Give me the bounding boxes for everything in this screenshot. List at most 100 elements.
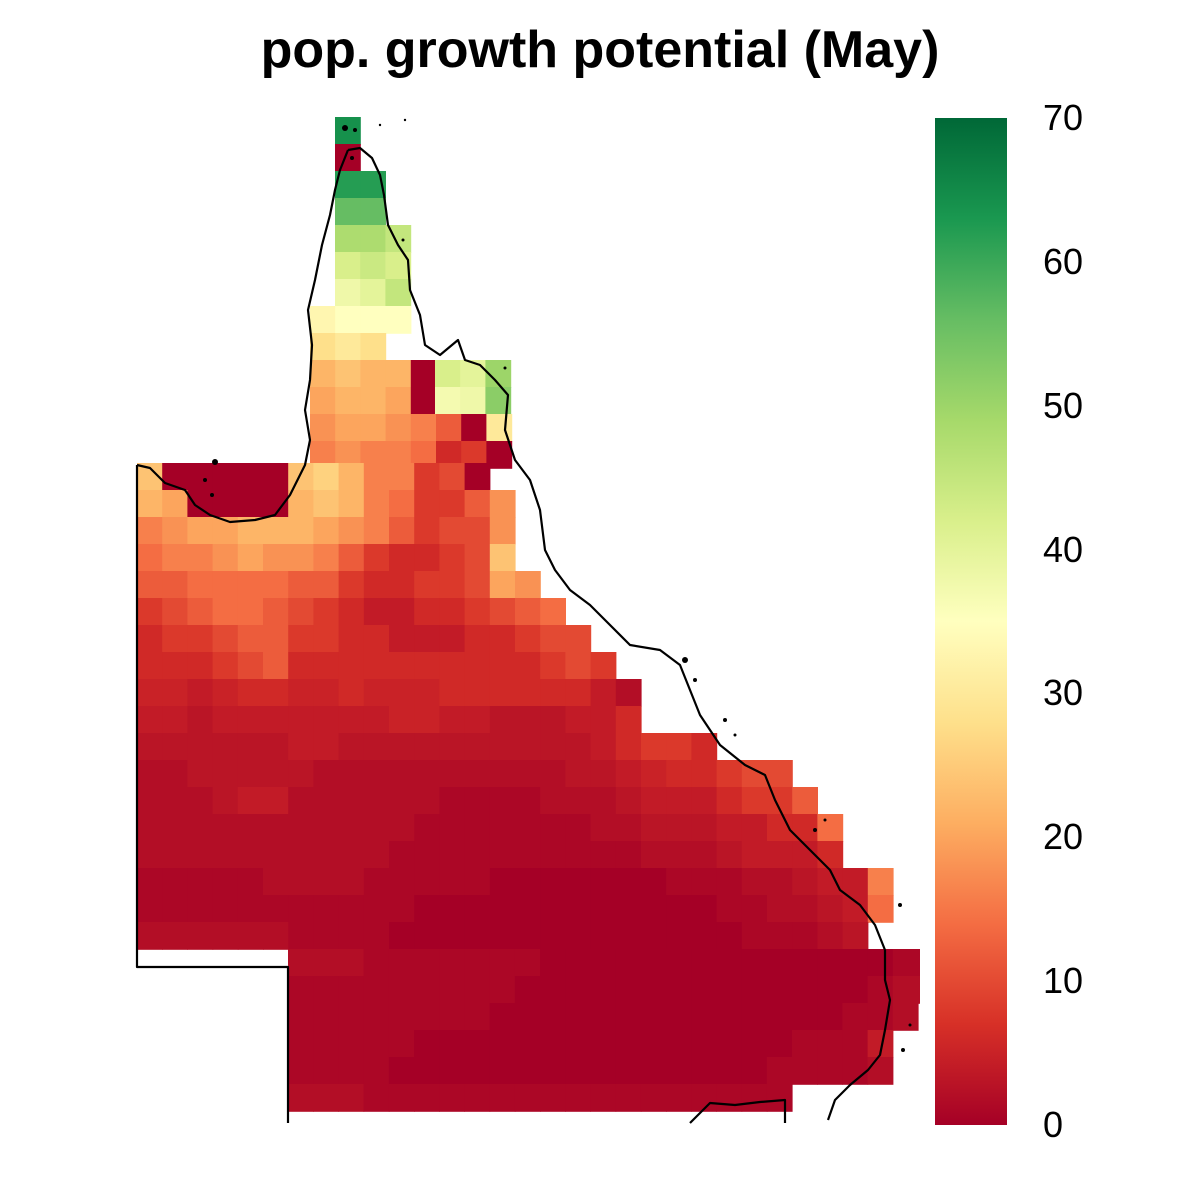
heatmap-cell [237, 841, 264, 869]
heatmap-cell [363, 517, 390, 545]
heatmap-cell [565, 760, 592, 788]
heatmap-cell [237, 679, 264, 707]
heatmap-cell [842, 976, 869, 1004]
heatmap-cell [691, 841, 718, 869]
heatmap-cell [360, 198, 386, 226]
heatmap-cell [540, 1003, 566, 1031]
heatmap-cell [641, 922, 667, 950]
heatmap-cell [338, 1084, 365, 1112]
heatmap-cell [414, 976, 440, 1004]
heatmap-cell [489, 1030, 516, 1058]
heatmap-cell [237, 814, 264, 842]
heatmap-cell [363, 760, 390, 788]
heatmap-cell [263, 841, 289, 869]
heatmap-cell [741, 895, 768, 923]
heatmap-cell [515, 868, 541, 896]
heatmap-cell [464, 544, 491, 572]
heatmap-cell [360, 306, 387, 334]
heatmap-cell [716, 760, 743, 788]
heatmap-cell [615, 841, 642, 869]
heatmap-cell [313, 1003, 339, 1031]
heatmap-cell [363, 895, 390, 923]
heatmap-cell [212, 841, 239, 869]
heatmap-cell [288, 895, 314, 923]
heatmap-cell [363, 787, 390, 815]
heatmap-cell [237, 571, 264, 599]
heatmap-cell [436, 414, 462, 442]
heatmap-cell [435, 387, 461, 415]
heatmap-cell [590, 760, 617, 788]
heatmap-cell [716, 814, 743, 842]
heatmap-cell [313, 571, 340, 599]
heatmap-cell [640, 1030, 667, 1058]
heatmap-cell [716, 1003, 743, 1031]
heatmap-cell [792, 1003, 818, 1031]
heatmap-cell [388, 1030, 415, 1058]
heatmap-cell [338, 733, 365, 761]
heatmap-cell [363, 1057, 390, 1085]
heatmap-cell [162, 706, 188, 734]
heatmap-cell [540, 1057, 566, 1085]
heatmap-cell [464, 517, 491, 545]
heatmap-cell [360, 360, 387, 388]
heatmap-cell [439, 544, 466, 572]
heatmap-cell [615, 868, 642, 896]
heatmap-cell [137, 490, 163, 518]
heatmap-cell [162, 895, 188, 923]
chart-title: pop. growth potential (May) [260, 21, 940, 79]
heatmap-cell [414, 733, 440, 761]
heatmap-cell [335, 117, 361, 145]
heatmap-cell [615, 679, 642, 707]
heatmap-cell [464, 922, 491, 950]
heatmap-cell [590, 895, 617, 923]
heatmap-cell [640, 949, 667, 977]
heatmap-cell [867, 1057, 894, 1085]
heatmap-cell [263, 679, 289, 707]
heatmap-cell [540, 976, 566, 1004]
heatmap-cell [338, 841, 365, 869]
heatmap-cell [515, 625, 541, 653]
heatmap-cell [565, 949, 591, 977]
heatmap-cell [414, 922, 440, 950]
heatmap-cell [360, 279, 386, 307]
heatmap-cell [313, 841, 340, 869]
heatmap-cell [288, 922, 314, 950]
heatmap-cell [666, 922, 692, 950]
heatmap-cell [389, 760, 415, 788]
heatmap-cell [691, 760, 718, 788]
heatmap-cell [716, 868, 743, 896]
heatmap-cell [338, 652, 365, 680]
heatmap-cell [263, 463, 289, 491]
heatmap-cell [212, 760, 239, 788]
heatmap-cell [565, 976, 591, 1004]
heatmap-cell [263, 706, 289, 734]
heatmap-cell [666, 895, 692, 923]
heatmap-cell [817, 976, 843, 1004]
heatmap-cell [464, 841, 491, 869]
heatmap-cell [565, 1057, 591, 1085]
heatmap-cell [288, 625, 314, 653]
heatmap-cell [792, 1057, 818, 1085]
heatmap-cell [464, 463, 491, 491]
heatmap-cell [363, 463, 390, 491]
heatmap-cell [464, 760, 491, 788]
heatmap-cell [162, 922, 188, 950]
heatmap-cell [288, 841, 314, 869]
heatmap-cell [439, 733, 466, 761]
heatmap-cell [162, 868, 188, 896]
heatmap-cell [641, 814, 667, 842]
heatmap-cell [641, 895, 667, 923]
heatmap-cell [565, 679, 592, 707]
heatmap-cell [565, 814, 592, 842]
heatmap-cell [439, 949, 465, 977]
heatmap-cell [187, 463, 214, 491]
heatmap-cell [515, 895, 541, 923]
heatmap-cell [313, 517, 340, 545]
heatmap-cell [187, 814, 214, 842]
heatmap-cell [338, 679, 365, 707]
heatmap-cell [237, 922, 264, 950]
heatmap-cell [288, 949, 314, 977]
heatmap-cell [439, 760, 466, 788]
heatmap-cell [439, 517, 466, 545]
heatmap-cell [363, 949, 390, 977]
